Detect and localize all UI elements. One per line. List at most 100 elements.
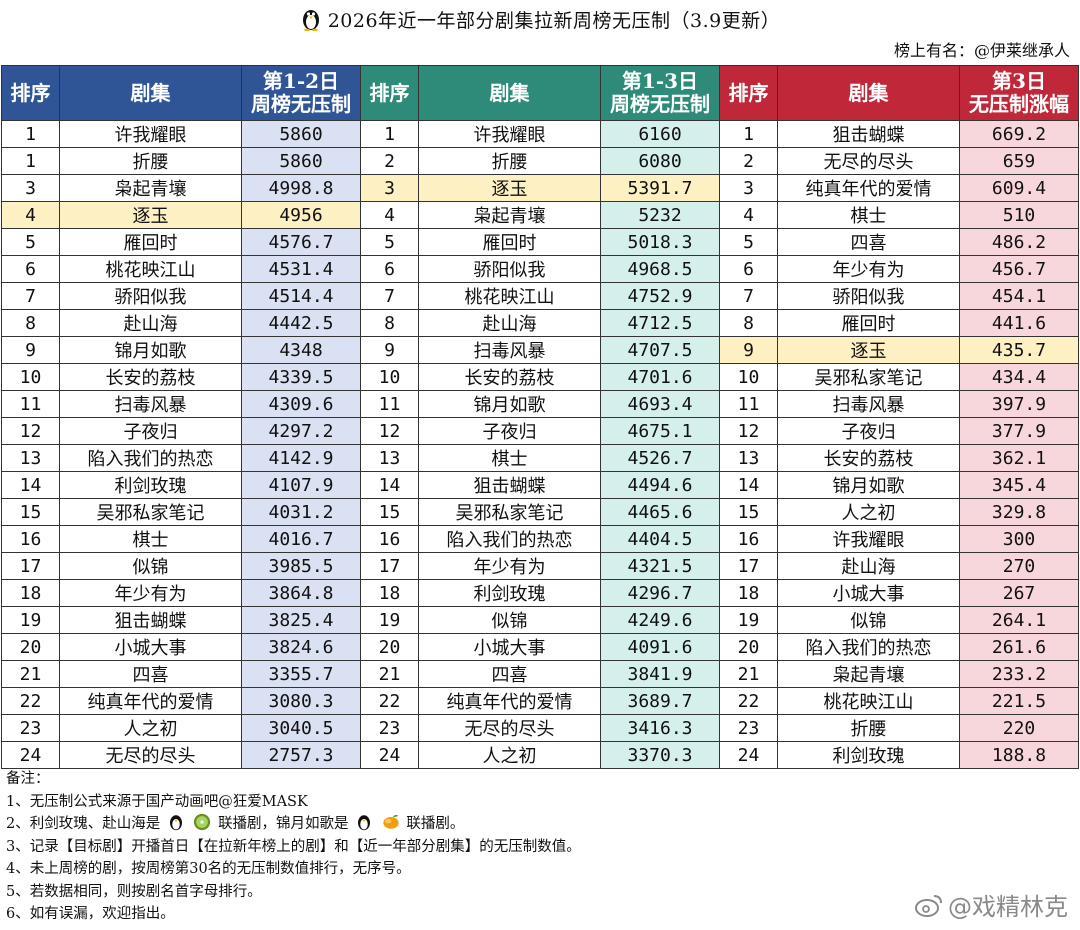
value-cell-2: 3416.3	[600, 714, 720, 742]
drama-cell-3: 桃花映江山	[777, 687, 960, 715]
value-cell-3: 270	[959, 552, 1079, 580]
drama-cell-1: 桃花映江山	[59, 255, 242, 283]
table-row: 4 逐玉 4956 4 枭起青壤 5232 4 棋士 510	[1, 201, 1079, 229]
page-title: 2026年近一年部分剧集拉新周榜无压制（3.9更新）	[0, 0, 1080, 38]
value-cell-2: 4701.6	[600, 363, 720, 391]
table-row: 8 赴山海 4442.5 8 赴山海 4712.5 8 雁回时 441.6	[1, 309, 1079, 337]
value-cell-2: 4494.6	[600, 471, 720, 499]
rank-cell-3: 15	[719, 498, 778, 526]
weibo-icon	[915, 894, 942, 917]
drama-cell-3: 许我耀眼	[777, 525, 960, 553]
value-cell-2: 4296.7	[600, 579, 720, 607]
rank-cell-1: 12	[1, 417, 60, 445]
drama-cell-2: 锦月如歌	[418, 390, 601, 418]
rank-cell-2: 12	[360, 417, 419, 445]
drama-cell-2: 折腰	[418, 147, 601, 175]
rank-cell-2: 16	[360, 525, 419, 553]
rank-cell-2: 11	[360, 390, 419, 418]
value-cell-2: 4675.1	[600, 417, 720, 445]
rank-cell-3: 1	[719, 120, 778, 148]
drama-cell-2: 吴邪私家笔记	[418, 498, 601, 526]
drama-cell-3: 骄阳似我	[777, 282, 960, 310]
rank-cell-1: 13	[1, 444, 60, 472]
drama-cell-1: 利剑玫瑰	[59, 471, 242, 499]
drama-cell-3: 棋士	[777, 201, 960, 229]
header-drama-1: 剧集	[59, 65, 242, 121]
rank-cell-2: 7	[360, 282, 419, 310]
value-cell-2: 5018.3	[600, 228, 720, 256]
drama-cell-2: 小城大事	[418, 633, 601, 661]
note-1: 1、无压制公式来源于国产动画吧@狂爱MASK	[6, 793, 308, 810]
rank-cell-1: 3	[1, 174, 60, 202]
value-cell-2: 4404.5	[600, 525, 720, 553]
value-cell-2: 6160	[600, 120, 720, 148]
watermark: @戏精林克	[914, 887, 1068, 922]
drama-cell-3: 陷入我们的热恋	[777, 633, 960, 661]
table-row: 14 利剑玫瑰 4107.9 14 狙击蝴蝶 4494.6 14 锦月如歌 345.4	[1, 471, 1079, 499]
rank-cell-2: 18	[360, 579, 419, 607]
value-cell-3: 267	[959, 579, 1079, 607]
value-cell-1: 4514.4	[241, 282, 361, 310]
table-row: 11 扫毒风暴 4309.6 11 锦月如歌 4693.4 11 扫毒风暴 397.9	[1, 390, 1079, 418]
rank-cell-1: 11	[1, 390, 60, 418]
rank-cell-1: 1	[1, 120, 60, 148]
drama-cell-1: 小城大事	[59, 633, 242, 661]
rank-cell-1: 17	[1, 552, 60, 580]
drama-cell-1: 扫毒风暴	[59, 390, 242, 418]
drama-cell-1: 陷入我们的热恋	[59, 444, 242, 472]
rank-cell-1: 16	[1, 525, 60, 553]
value-cell-3: 264.1	[959, 606, 1079, 634]
penguin-icon	[358, 815, 371, 831]
value-cell-3: 486.2	[959, 228, 1079, 256]
value-cell-2: 4752.9	[600, 282, 720, 310]
rank-cell-1: 19	[1, 606, 60, 634]
value-cell-3: 377.9	[959, 417, 1079, 445]
rank-cell-2: 17	[360, 552, 419, 580]
value-cell-2: 3689.7	[600, 687, 720, 715]
header-rank-1: 排序	[1, 65, 60, 121]
drama-cell-3: 折腰	[777, 714, 960, 742]
table-row: 15 吴邪私家笔记 4031.2 15 吴邪私家笔记 4465.6 15 人之初 329.8	[1, 498, 1079, 526]
header-value-2: 第1-3日 周榜无压制	[600, 65, 720, 121]
rank-cell-2: 15	[360, 498, 419, 526]
rank-cell-2: 9	[360, 336, 419, 364]
rank-cell-1: 15	[1, 498, 60, 526]
drama-cell-2: 枭起青壤	[418, 201, 601, 229]
drama-cell-2: 狙击蝴蝶	[418, 471, 601, 499]
rank-cell-3: 9	[719, 336, 778, 364]
value-cell-3: 434.4	[959, 363, 1079, 391]
table-row: 1 许我耀眼 5860 1 许我耀眼 6160 1 狙击蝴蝶 669.2	[1, 120, 1079, 148]
value-cell-2: 3370.3	[600, 741, 720, 769]
drama-cell-1: 逐玉	[59, 201, 242, 229]
table-row: 20 小城大事 3824.6 20 小城大事 4091.6 20 陷入我们的热恋 261.6	[1, 633, 1079, 661]
note-6: 6、如有误漏，欢迎指出。	[6, 906, 175, 922]
drama-cell-1: 子夜归	[59, 417, 242, 445]
rank-cell-1: 18	[1, 579, 60, 607]
rank-cell-3: 22	[719, 687, 778, 715]
drama-cell-3: 吴邪私家笔记	[777, 363, 960, 391]
drama-cell-1: 雁回时	[59, 228, 242, 256]
drama-cell-1: 折腰	[59, 147, 242, 175]
note-4: 4、未上周榜的剧，按周榜第30名的无压制数值排行，无序号。	[6, 861, 411, 877]
header-drama-3: 剧集	[777, 65, 960, 121]
drama-cell-1: 四喜	[59, 660, 242, 688]
rank-cell-3: 20	[719, 633, 778, 661]
value-cell-2: 4249.6	[600, 606, 720, 634]
drama-cell-2: 陷入我们的热恋	[418, 525, 601, 553]
drama-cell-1: 长安的荔枝	[59, 363, 242, 391]
value-cell-2: 4091.6	[600, 633, 720, 661]
value-cell-1: 4309.6	[241, 390, 361, 418]
value-cell-2: 4465.6	[600, 498, 720, 526]
drama-cell-2: 长安的荔枝	[418, 363, 601, 391]
drama-cell-1: 狙击蝴蝶	[59, 606, 242, 634]
value-cell-1: 4016.7	[241, 525, 361, 553]
drama-cell-3: 逐玉	[777, 336, 960, 364]
table-row: 24 无尽的尽头 2757.3 24 人之初 3370.3 24 利剑玫瑰 188.8	[1, 741, 1079, 769]
drama-cell-2: 雁回时	[418, 228, 601, 256]
rank-cell-2: 6	[360, 255, 419, 283]
value-cell-3: 669.2	[959, 120, 1079, 148]
rank-cell-3: 16	[719, 525, 778, 553]
rank-cell-1: 20	[1, 633, 60, 661]
value-cell-2: 4693.4	[600, 390, 720, 418]
drama-cell-3: 枭起青壤	[777, 660, 960, 688]
